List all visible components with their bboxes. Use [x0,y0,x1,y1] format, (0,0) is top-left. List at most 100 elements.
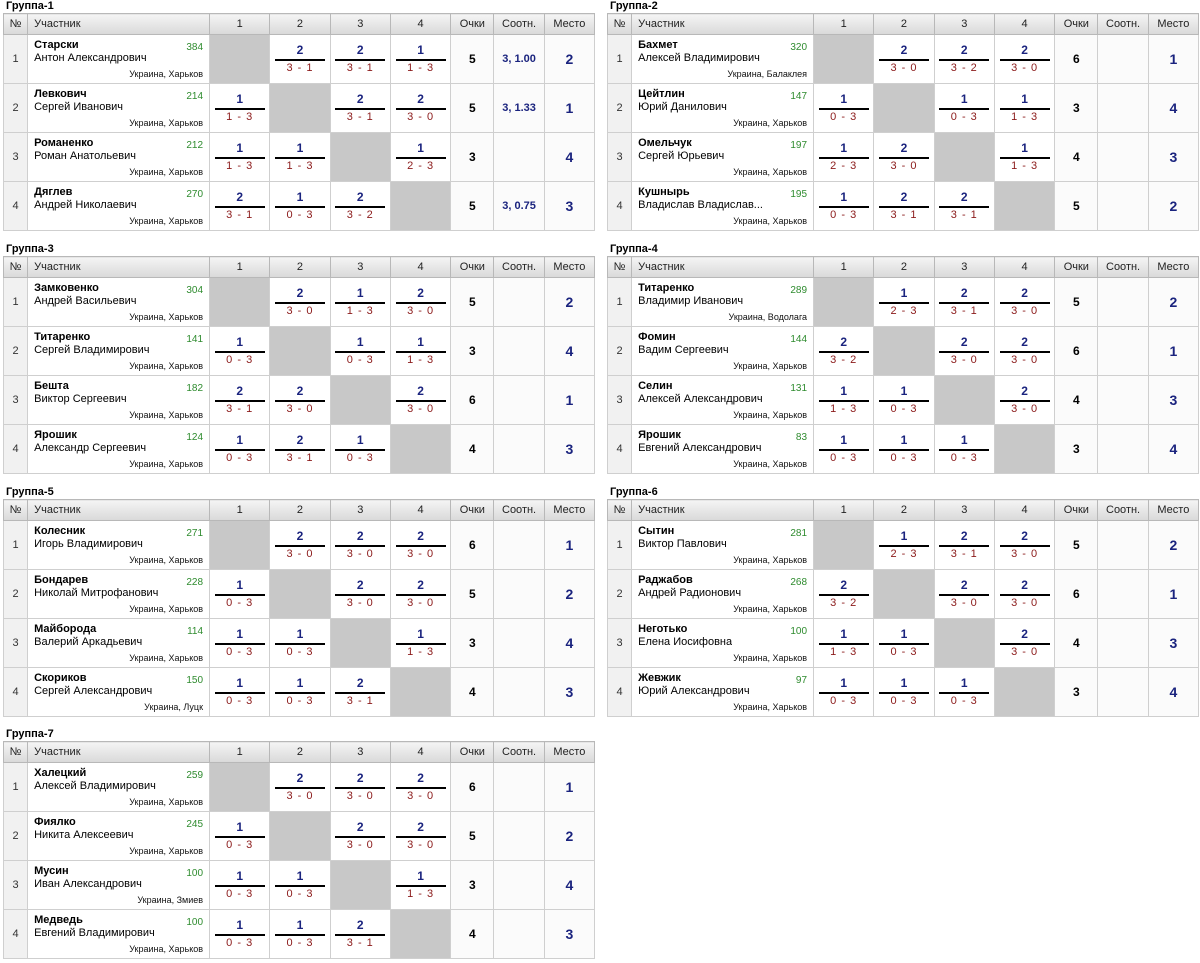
match-cell[interactable]: 2 3 - 0 [993,569,1056,619]
player-surname[interactable]: Кушнырь [638,186,690,198]
col-header-opponent-2[interactable]: 2 [873,13,935,35]
match-cell[interactable]: 2 3 - 1 [269,34,331,84]
match-cell[interactable]: 1 0 - 3 [209,618,271,668]
match-score[interactable]: 2 [840,334,848,349]
col-header-opponent-1[interactable]: 1 [209,13,271,35]
match-score[interactable]: 2 [356,577,364,592]
match-score[interactable]: 2 [296,383,304,398]
col-header-opponent-2[interactable]: 2 [269,741,331,763]
col-header-ratio[interactable]: Соотн. [1097,256,1149,278]
col-header-opponent-4[interactable]: 4 [389,741,452,763]
col-header-ratio[interactable]: Соотн. [1097,13,1149,35]
match-cell[interactable]: 2 3 - 0 [993,326,1056,376]
player-surname[interactable]: Бондарев [34,574,89,586]
match-cell[interactable]: 1 0 - 3 [933,667,995,717]
match-score[interactable]: 1 [236,91,244,106]
player-surname[interactable]: Цейтлин [638,88,685,100]
match-cell[interactable]: 2 3 - 0 [993,34,1056,84]
match-result[interactable]: 1 - 3 [346,304,374,317]
match-result[interactable]: 1 - 3 [286,159,314,172]
match-result[interactable]: 3 - 0 [407,789,435,802]
match-score[interactable]: 1 [356,432,364,447]
col-header-opponent-4[interactable]: 4 [389,499,452,521]
match-result[interactable]: 0 - 3 [226,887,254,900]
match-score[interactable]: 1 [236,675,244,690]
player-surname[interactable]: Ярошик [638,429,681,441]
col-header-participant[interactable]: Участник [631,499,815,521]
match-cell[interactable]: 1 0 - 3 [209,909,271,959]
match-cell[interactable]: 2 3 - 1 [933,277,995,327]
col-header-opponent-2[interactable]: 2 [269,256,331,278]
player-cell[interactable]: Титаренко Владимир Иванович 289 Украина, Во… [631,277,815,327]
match-result[interactable]: 3 - 0 [1011,402,1039,415]
col-header-num[interactable]: № [2,499,29,521]
col-header-opponent-1[interactable]: 1 [209,256,271,278]
col-header-points[interactable]: Очки [450,499,495,521]
match-result[interactable]: 0 - 3 [830,208,858,221]
match-cell[interactable]: 2 3 - 1 [329,83,391,133]
match-cell[interactable]: 2 3 - 1 [873,181,935,231]
match-cell[interactable]: 1 0 - 3 [813,667,875,717]
match-result[interactable]: 0 - 3 [226,838,254,851]
match-result[interactable]: 3 - 1 [346,110,374,123]
match-score[interactable]: 1 [296,140,304,155]
match-score[interactable]: 1 [296,868,304,883]
match-result[interactable]: 0 - 3 [830,694,858,707]
col-header-points[interactable]: Очки [1054,499,1099,521]
col-header-opponent-1[interactable]: 1 [209,499,271,521]
player-surname[interactable]: Майборода [34,623,97,635]
match-cell[interactable]: 2 3 - 0 [389,569,452,619]
match-score[interactable]: 2 [960,528,968,543]
player-cell[interactable]: Медведь Евгений Владимирович 100 Украина, Х… [27,909,211,959]
col-header-place[interactable]: Место [543,741,596,763]
match-score[interactable]: 2 [356,42,364,57]
match-result[interactable]: 3 - 1 [226,208,254,221]
col-header-opponent-4[interactable]: 4 [389,13,452,35]
match-result[interactable]: 3 - 1 [950,208,978,221]
player-surname[interactable]: Селин [638,380,673,392]
match-result[interactable]: 1 - 3 [226,110,254,123]
col-header-opponent-3[interactable]: 3 [933,13,995,35]
match-cell[interactable]: 1 0 - 3 [813,83,875,133]
match-result[interactable]: 0 - 3 [226,645,254,658]
col-header-opponent-3[interactable]: 3 [329,256,391,278]
match-score[interactable]: 2 [1021,577,1028,592]
match-cell[interactable]: 2 3 - 0 [329,811,391,861]
col-header-opponent-1[interactable]: 1 [209,741,271,763]
match-result[interactable]: 3 - 0 [346,596,374,609]
match-result[interactable]: 3 - 1 [346,694,374,707]
col-header-opponent-3[interactable]: 3 [329,499,391,521]
match-score[interactable]: 1 [900,626,908,641]
match-result[interactable]: 0 - 3 [890,451,918,464]
match-score[interactable]: 2 [417,770,424,785]
match-score[interactable]: 2 [900,140,908,155]
match-cell[interactable]: 1 0 - 3 [209,667,271,717]
player-cell[interactable]: Фиялко Никита Алексеевич 245 Украина, Харьк… [27,811,211,861]
match-result[interactable]: 0 - 3 [226,596,254,609]
col-header-opponent-4[interactable]: 4 [993,499,1056,521]
col-header-opponent-2[interactable]: 2 [873,256,935,278]
match-score[interactable]: 1 [960,675,968,690]
match-cell[interactable]: 1 0 - 3 [813,424,875,474]
match-cell[interactable]: 2 3 - 1 [209,375,271,425]
match-score[interactable]: 2 [296,770,304,785]
player-surname[interactable]: Сытин [638,525,675,537]
match-result[interactable]: 1 - 3 [407,645,435,658]
match-score[interactable]: 2 [417,383,424,398]
match-cell[interactable]: 2 3 - 0 [269,762,331,812]
match-cell[interactable]: 1 0 - 3 [873,424,935,474]
match-result[interactable]: 2 - 3 [890,547,918,560]
match-cell[interactable]: 1 1 - 3 [993,132,1056,182]
match-result[interactable]: 3 - 0 [286,304,314,317]
player-surname[interactable]: Фомин [638,331,676,343]
match-cell[interactable]: 2 3 - 1 [933,520,995,570]
match-result[interactable]: 1 - 3 [407,887,435,900]
match-cell[interactable]: 1 0 - 3 [269,618,331,668]
match-cell[interactable]: 2 3 - 0 [389,520,452,570]
match-cell[interactable]: 2 3 - 0 [873,34,935,84]
match-cell[interactable]: 2 3 - 0 [933,569,995,619]
player-cell[interactable]: Кушнырь Владислав Владислав... 195 Украина,… [631,181,815,231]
player-cell[interactable]: Левкович Сергей Иванович 214 Украина, Харьк… [27,83,211,133]
match-cell[interactable]: 2 3 - 0 [993,618,1056,668]
match-score[interactable]: 1 [840,189,848,204]
